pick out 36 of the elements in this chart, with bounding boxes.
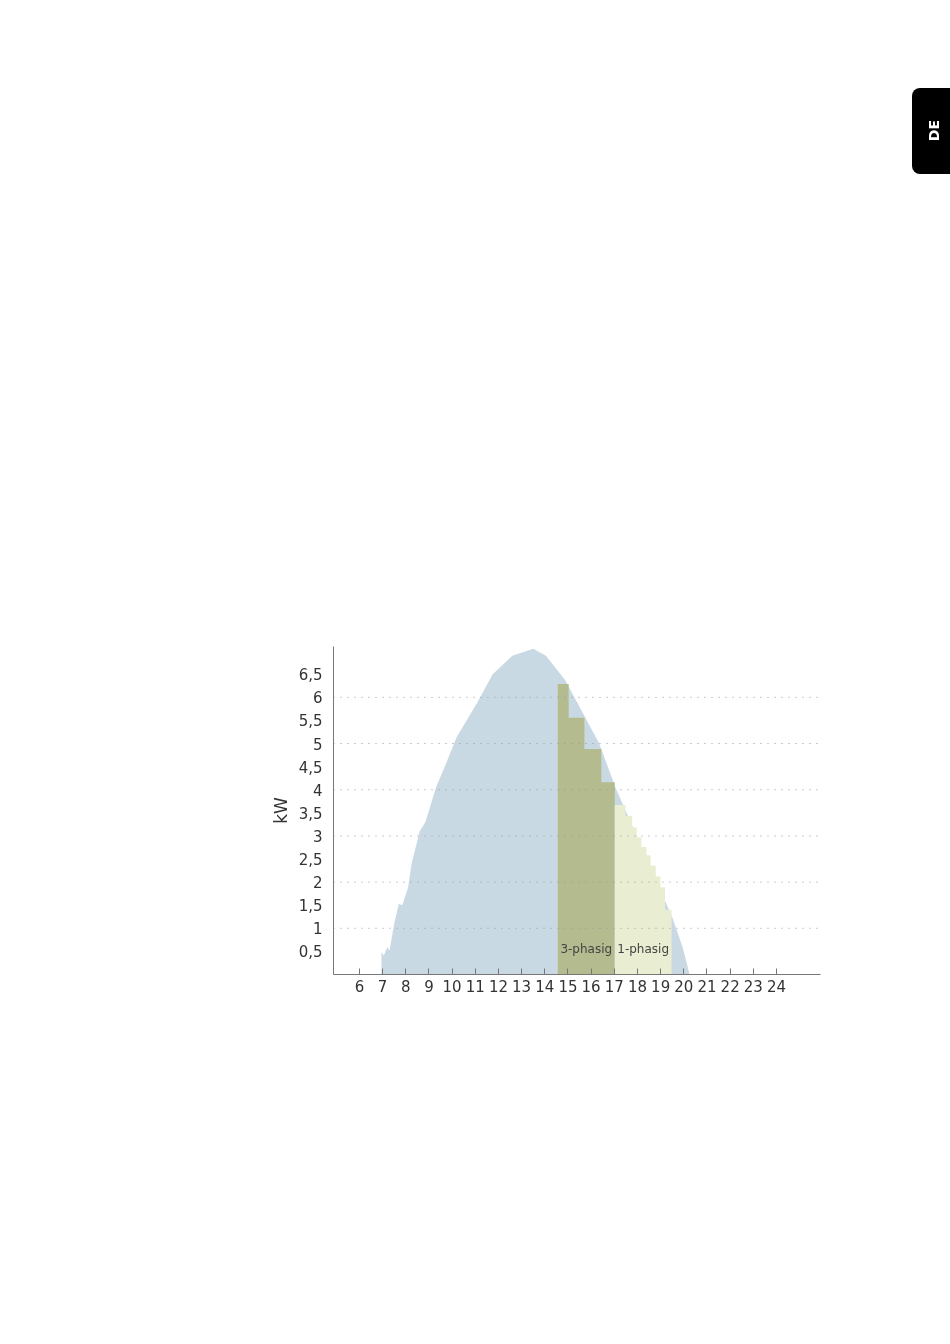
x-tick-label: 23 bbox=[743, 977, 763, 996]
x-tick-label: 21 bbox=[697, 977, 717, 996]
x-tick-label: 14 bbox=[535, 977, 555, 996]
text: DE bbox=[924, 120, 943, 142]
x-tick-label: 17 bbox=[604, 977, 624, 996]
y-tick-label: 5,5 bbox=[298, 712, 323, 731]
x-tick-label: 12 bbox=[488, 977, 509, 996]
y-tick-label: 3,5 bbox=[298, 804, 323, 823]
y-tick-label: 1,5 bbox=[298, 897, 323, 916]
y-axis-title: kW bbox=[270, 796, 291, 824]
y-tick-label: 2,5 bbox=[298, 851, 323, 870]
x-tick-label: 7 bbox=[377, 977, 388, 996]
y-tick-label: 5 bbox=[312, 735, 323, 754]
x-tick-label: 24 bbox=[766, 977, 787, 996]
y-tick-label: 6,5 bbox=[298, 666, 323, 685]
x-tick-label: 11 bbox=[465, 977, 485, 996]
x-tick-label: 6 bbox=[354, 977, 365, 996]
y-tick-label: 6 bbox=[312, 689, 323, 708]
x-tick-label: 15 bbox=[558, 977, 578, 996]
x-tick-label: 16 bbox=[581, 977, 601, 996]
annotation: 1-phasig bbox=[617, 941, 670, 956]
x-tick-label: 22 bbox=[720, 977, 740, 996]
y-tick-label: 3 bbox=[312, 827, 323, 846]
y-tick-label: 1 bbox=[312, 920, 323, 939]
x-tick-label: 19 bbox=[651, 977, 671, 996]
x-tick-label: 10 bbox=[442, 977, 462, 996]
y-tick-label: 2 bbox=[312, 874, 323, 893]
y-tick-label: 4 bbox=[312, 781, 323, 800]
x-tick-label: 13 bbox=[512, 977, 532, 996]
y-tick-label: 4,5 bbox=[298, 758, 323, 777]
x-tick-label: 18 bbox=[627, 977, 648, 996]
annotation: 3-phasig bbox=[560, 941, 613, 956]
x-tick-label: 20 bbox=[674, 977, 694, 996]
y-tick-label: 0,5 bbox=[298, 943, 323, 962]
x-tick-label: 9 bbox=[424, 977, 434, 996]
x-tick-label: 8 bbox=[401, 977, 411, 996]
